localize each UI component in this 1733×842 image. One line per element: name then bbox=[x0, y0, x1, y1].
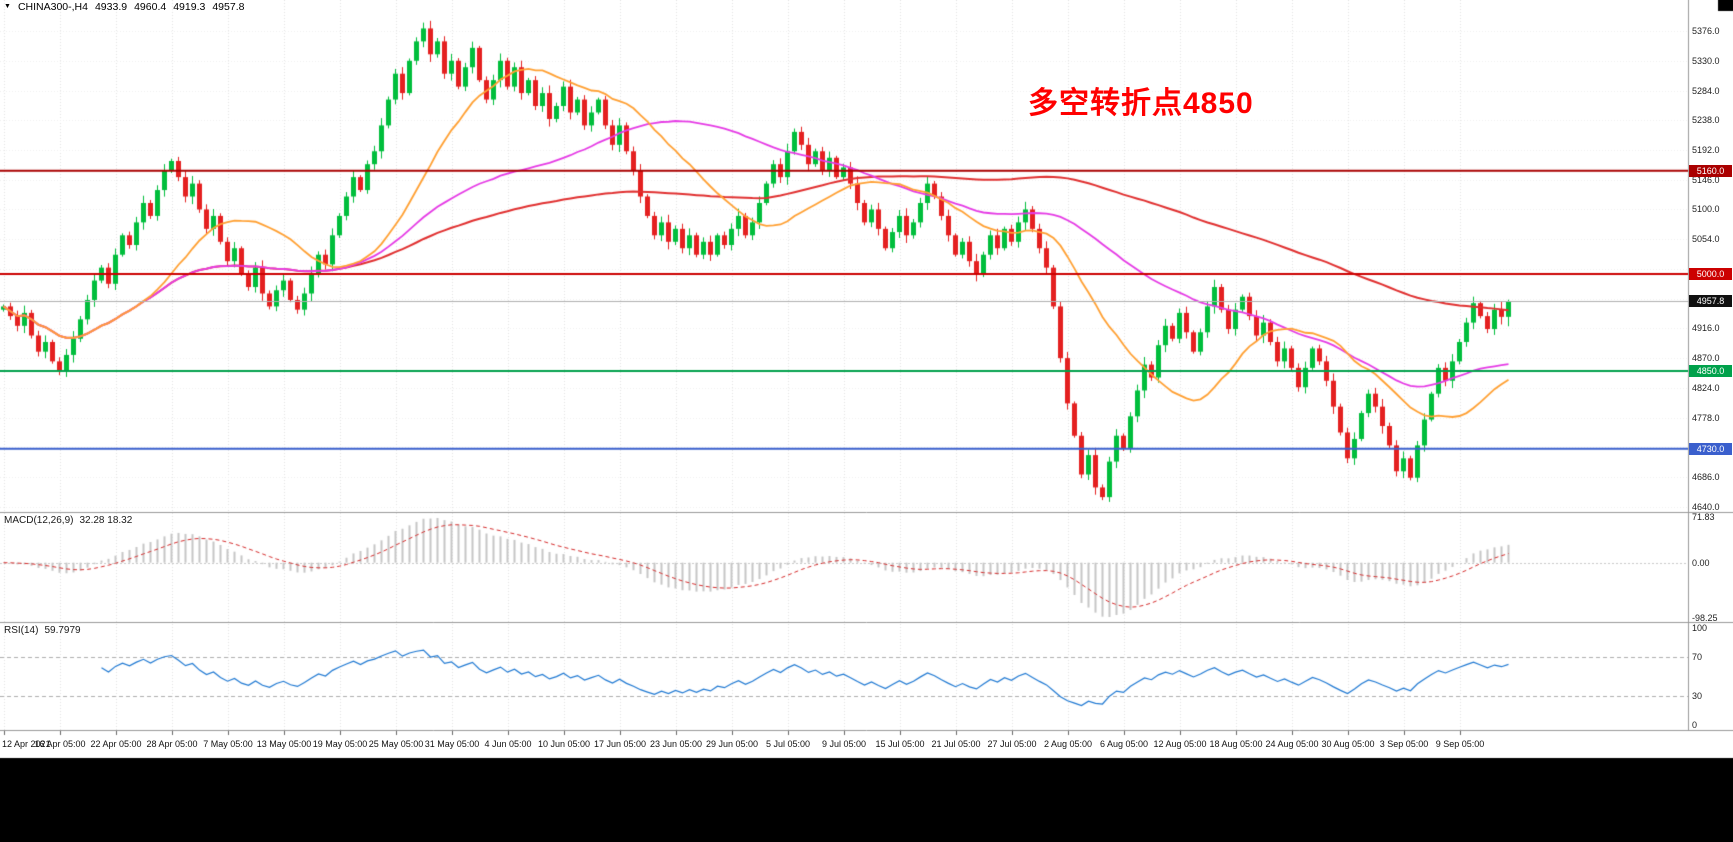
bar-close-value: 4957.8 bbox=[212, 1, 245, 13]
chevron-down-icon[interactable]: ▼ bbox=[4, 3, 11, 10]
symbol-header: ▼ CHINA300-,H4 4933.9 4960.4 4919.3 4957… bbox=[4, 1, 244, 13]
bar-open-value: 4933.9 bbox=[94, 1, 128, 13]
macd-indicator-name: MACD(12,26,9) bbox=[4, 515, 74, 526]
macd-panel-label: MACD(12,26,9) 32.28 18.32 bbox=[4, 515, 132, 526]
macd-indicator-values: 32.28 18.32 bbox=[79, 515, 133, 526]
rsi-panel-label: RSI(14) 59.7979 bbox=[4, 625, 81, 636]
symbol-timeframe-label: CHINA300-,H4 bbox=[17, 1, 88, 13]
bar-high-value: 4960.4 bbox=[134, 1, 167, 13]
rsi-indicator-value: 59.7979 bbox=[44, 625, 81, 636]
rsi-indicator-name: RSI(14) bbox=[4, 625, 39, 636]
annotation-text: 多空转折点4850 bbox=[1028, 87, 1254, 120]
bar-low-value: 4919.3 bbox=[173, 1, 206, 13]
